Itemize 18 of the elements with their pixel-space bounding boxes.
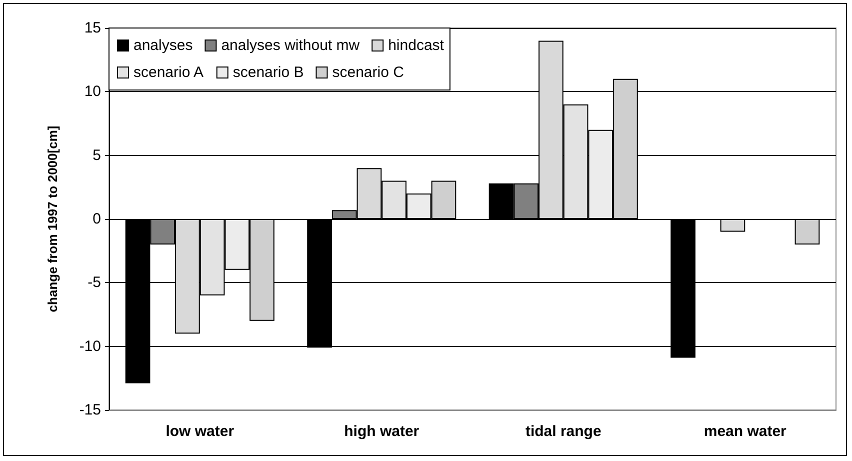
x-tick-label: low water xyxy=(166,423,234,440)
y-axis-title: change from 1997 to 2000[cm] xyxy=(45,126,60,312)
y-tick-label: 0 xyxy=(92,210,101,228)
y-tick-label: 15 xyxy=(84,20,101,36)
y-tick-label: -10 xyxy=(79,338,101,355)
legend-label: analyses xyxy=(134,37,193,54)
x-tick-label: mean water xyxy=(704,423,787,440)
y-tick-label: -15 xyxy=(79,402,101,418)
x-tick-label: high water xyxy=(344,423,420,440)
legend-label: analyses without mw xyxy=(221,37,360,54)
y-tick-label: -5 xyxy=(88,274,101,292)
legend-label: scenario B xyxy=(232,64,304,81)
legend-label: hindcast xyxy=(388,37,445,54)
y-tick-label: 5 xyxy=(92,146,101,164)
legend-label: scenario A xyxy=(134,64,204,81)
legend-label: scenario C xyxy=(332,64,404,81)
y-tick-label: 10 xyxy=(84,83,101,100)
x-tick-label: tidal range xyxy=(525,423,602,440)
